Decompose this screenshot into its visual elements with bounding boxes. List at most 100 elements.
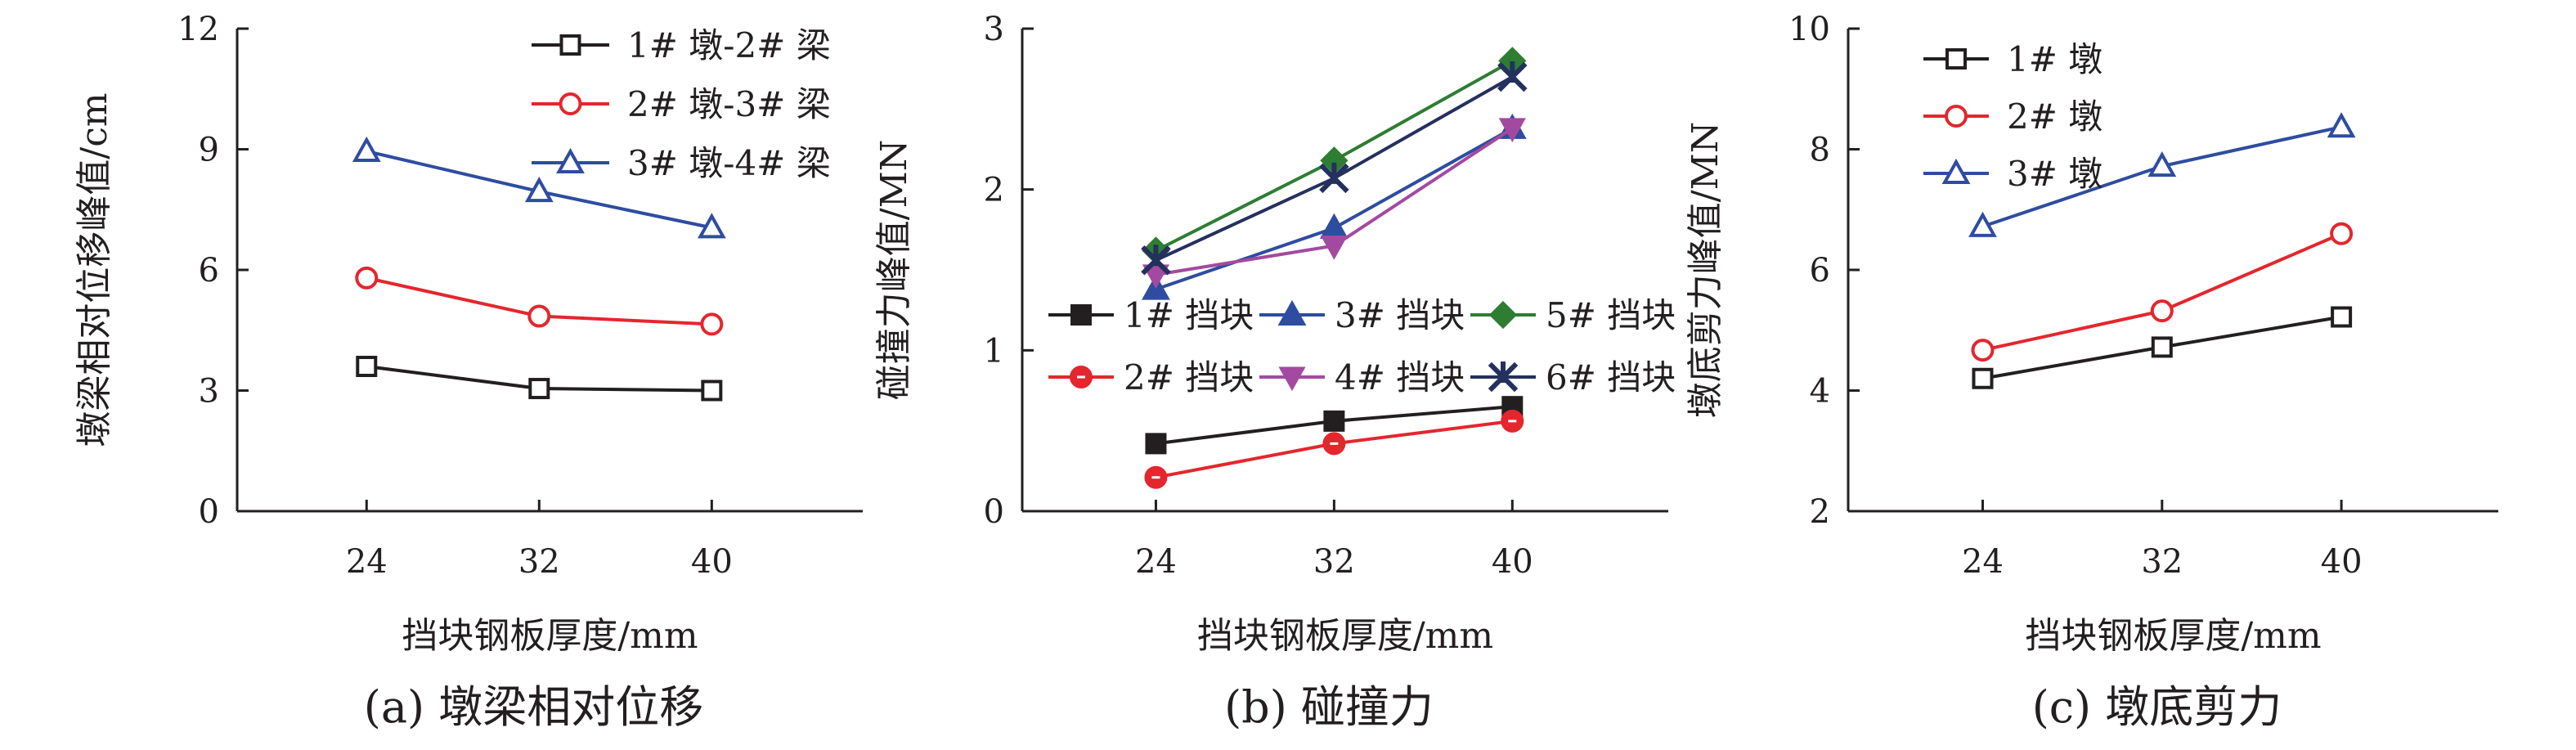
legend-entry-1: 1# 墩 <box>1923 39 2103 79</box>
legend-label: 3# 墩 <box>2007 154 2103 194</box>
legend-entry-4: 4# 挡块 <box>1259 357 1465 397</box>
series-3 <box>1142 113 1527 300</box>
x-tick-label: 40 <box>1492 543 1533 581</box>
data-point <box>2327 112 2356 138</box>
legend-entry-2: 2# 挡块 <box>1048 357 1254 397</box>
x-tick-label: 32 <box>2141 543 2183 581</box>
y-axis-title: 墩底剪力峰值/MN <box>1685 122 1726 418</box>
chart-panel-b: 0 1 2 3 24 32 40 挡块钢板厚度/mm 碰撞力峰值/MN (b) 碰撞力 1# 挡块 2… <box>873 11 1676 733</box>
y-tick-label: 4 <box>1810 373 1830 411</box>
legend-label: 3# 挡块 <box>1335 295 1465 335</box>
y-tick-label: 2 <box>1810 493 1830 531</box>
data-point <box>1320 236 1348 260</box>
y-tick-label: 0 <box>199 493 219 531</box>
x-axis-title: 挡块钢板厚度/mm <box>2025 615 2321 657</box>
legend-marker <box>1945 105 1968 128</box>
data-point <box>2331 306 2353 328</box>
series-2 <box>1144 409 1524 489</box>
data-point <box>1497 61 1528 92</box>
y-tick-label: 6 <box>1810 252 1830 290</box>
legend-marker <box>1488 300 1518 330</box>
series-1 <box>356 356 723 402</box>
legend-marker <box>1945 48 1967 70</box>
data-point <box>527 304 551 328</box>
series-1 <box>1972 306 2353 389</box>
data-point <box>524 177 554 203</box>
data-point <box>1145 433 1167 455</box>
y-axis-title: 墩梁相对位移峰值/cm <box>74 92 115 447</box>
series-2 <box>355 266 724 336</box>
series-4 <box>1142 118 1526 289</box>
data-point <box>1971 339 1995 362</box>
data-point <box>697 213 726 239</box>
data-point <box>1968 211 1997 237</box>
legend-entry-2: 2# 墩 <box>1923 97 2103 137</box>
y-tick-label: 12 <box>177 11 219 48</box>
legend-entry-6: 6# 挡块 <box>1470 357 1676 397</box>
y-tick-label: 1 <box>984 332 1004 370</box>
data-point <box>528 378 550 400</box>
data-point <box>352 136 381 162</box>
legend-entry-3: 3# 墩-4# 梁 <box>532 143 831 183</box>
legend-label: 5# 挡块 <box>1546 295 1676 335</box>
data-point <box>1141 245 1171 276</box>
y-tick-label: 6 <box>199 252 219 290</box>
data-point <box>2150 299 2174 323</box>
panel-caption: (c) 墩底剪力 <box>2032 681 2282 733</box>
legend-marker <box>556 147 585 173</box>
panel-caption: (a) 墩梁相对位移 <box>364 681 704 733</box>
data-point <box>2330 222 2354 245</box>
data-point <box>700 312 724 336</box>
legend-entry-1: 1# 墩-2# 梁 <box>532 25 831 65</box>
y-tick-label: 3 <box>199 373 219 411</box>
x-tick-label: 32 <box>518 543 560 581</box>
x-axis-title: 挡块钢板厚度/mm <box>402 615 698 657</box>
legend-label: 2# 挡块 <box>1124 357 1254 397</box>
legend-entry-3: 3# 挡块 <box>1259 295 1465 335</box>
legend-label: 4# 挡块 <box>1335 357 1465 397</box>
legend-entry-5: 5# 挡块 <box>1470 295 1676 335</box>
legend-marker <box>1277 299 1307 326</box>
data-point <box>356 356 378 377</box>
legend-entry-1: 1# 挡块 <box>1048 295 1254 335</box>
legend-marker <box>1278 366 1306 392</box>
legend: 1# 挡块 2# 挡块 3# 挡块 4# 挡块 5# 挡块 6# 挡块 <box>1048 295 1676 397</box>
data-point <box>1319 213 1349 239</box>
data-point <box>1319 162 1349 194</box>
y-tick-label: 9 <box>199 132 219 169</box>
panel-caption: (b) 碰撞力 <box>1224 681 1434 733</box>
x-tick-label: 24 <box>1962 543 2004 581</box>
legend-label: 6# 挡块 <box>1546 357 1676 397</box>
series-3 <box>1968 112 2356 237</box>
data-point <box>1498 118 1526 143</box>
legend-label: 1# 挡块 <box>1124 295 1254 335</box>
x-tick-label: 32 <box>1313 543 1355 581</box>
legend-label: 1# 墩-2# 梁 <box>627 25 831 65</box>
x-tick-label: 40 <box>691 543 733 581</box>
legend-marker <box>1070 304 1092 326</box>
x-tick-label: 24 <box>1135 543 1177 581</box>
data-point <box>355 266 379 290</box>
legend: 1# 墩 2# 墩 3# 墩 <box>1923 39 2103 194</box>
legend-marker <box>559 92 582 115</box>
legend: 1# 墩-2# 梁 2# 墩-3# 梁 3# 墩-4# 梁 <box>532 25 831 183</box>
chart-panel-a: 0 3 6 9 12 24 32 40 挡块钢板厚度/mm 墩梁相对位移峰值/cm (a) 墩梁相对… <box>74 11 863 733</box>
series-line <box>1982 231 2342 353</box>
data-point <box>2147 151 2177 177</box>
y-tick-label: 8 <box>1810 132 1830 169</box>
data-point <box>1972 367 1994 389</box>
legend-label: 3# 墩-4# 梁 <box>627 143 831 183</box>
data-point <box>1323 410 1345 432</box>
legend-label: 2# 墩 <box>2007 97 2103 137</box>
legend-label: 2# 墩-3# 梁 <box>627 84 831 124</box>
series-2 <box>1971 222 2354 362</box>
legend-entry-3: 3# 墩 <box>1923 154 2103 194</box>
series-6 <box>1141 61 1528 276</box>
y-tick-label: 3 <box>984 11 1004 48</box>
y-tick-label: 0 <box>984 493 1004 531</box>
legend-entry-2: 2# 墩-3# 梁 <box>532 84 831 124</box>
data-point <box>701 379 723 402</box>
legend-label: 1# 墩 <box>2007 39 2103 79</box>
